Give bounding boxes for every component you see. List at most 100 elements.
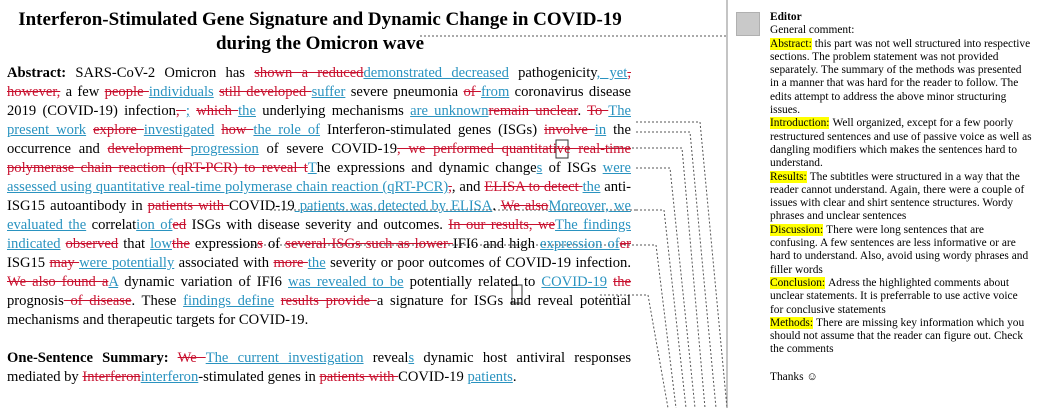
- comment: Editor General comment: Abstract: this pa…: [770, 11, 1032, 384]
- text-run: he expressions and dynamic change: [316, 160, 537, 176]
- comment-label: Results:: [770, 170, 807, 183]
- inserted-text: COVID-19: [541, 274, 608, 290]
- text-run: COVID-19: [398, 369, 468, 385]
- deleted-text: involve: [544, 122, 595, 138]
- comment-intro: General comment:: [770, 24, 855, 37]
- avatar: [736, 12, 760, 36]
- inserted-text: ion of: [136, 217, 173, 233]
- deleted-text: more: [273, 255, 308, 271]
- text-run: pathogenicity: [508, 65, 597, 81]
- deleted-text: ed: [172, 217, 187, 233]
- inserted-text: The current investigation: [205, 350, 364, 366]
- deleted-text: explore: [93, 122, 144, 138]
- inserted-text: are unknown: [410, 103, 489, 119]
- deleted-text: observed: [65, 236, 119, 252]
- deleted-text: Interferon: [82, 369, 141, 385]
- text-run: associated with: [174, 255, 274, 271]
- text-run: ISG15: [7, 255, 50, 271]
- text-run: severe pneumonia: [345, 84, 464, 100]
- comment-label: Discussion:: [770, 223, 824, 236]
- inserted-text: low: [150, 236, 172, 252]
- deleted-text: which: [196, 103, 239, 119]
- deleted-text: , we performed quantitative real-time po…: [7, 141, 631, 176]
- deleted-text: the: [172, 236, 190, 252]
- deleted-text: ,: [627, 65, 631, 81]
- inserted-text: the: [582, 179, 601, 195]
- comment-text: There are missing key information which …: [770, 316, 1025, 356]
- text-run: the occurrence and: [7, 122, 631, 157]
- text-run: Interferon-stimulated genes (ISGs): [320, 122, 545, 138]
- summary: One-Sentence Summary: We The current inv…: [7, 349, 631, 387]
- inserted-text: Moreover, we evaluated the: [7, 198, 631, 233]
- deleted-text: ELISA to detect: [484, 179, 583, 195]
- inserted-text: T: [307, 160, 317, 176]
- text-run: of severe COVID-19: [258, 141, 398, 157]
- comment-item: Abstract: this part was not well structur…: [770, 37, 1032, 118]
- abstract: Abstract: SARS-CoV-2 Omicron has shown a…: [7, 64, 631, 330]
- deleted-text: We: [177, 350, 206, 366]
- deleted-text: In our results, we: [448, 217, 556, 233]
- text-run: [169, 350, 178, 366]
- inserted-text: findings define: [183, 293, 275, 309]
- comment-item: Conclusion: Adress the highlighted commen…: [770, 276, 1032, 317]
- text-run: IFI6 and high: [452, 236, 541, 252]
- text-run: anti-ISG15 autoantibody in: [7, 179, 631, 214]
- text-run: reveal: [363, 350, 409, 366]
- text-run: that: [118, 236, 151, 252]
- deleted-text: ,: [175, 103, 186, 119]
- inserted-text: patients was detected by ELISA: [294, 198, 493, 214]
- comment-label: Conclusion:: [770, 276, 826, 289]
- text-run: expression: [189, 236, 258, 252]
- bold-text: Abstract:: [7, 65, 67, 81]
- text-run: coronavirus disease 2019 (COVID-19) infe…: [7, 84, 631, 119]
- inserted-text: patients: [467, 369, 513, 385]
- text-run: .: [512, 369, 517, 385]
- inserted-text: the role of: [253, 122, 321, 138]
- inserted-text: suffer: [311, 84, 346, 100]
- bold-text: One-Sentence Summary:: [7, 350, 169, 366]
- comment-label: Abstract:: [770, 37, 812, 50]
- text-run: ISGs with disease severity and outcomes.: [186, 217, 449, 233]
- deleted-text: To: [587, 103, 609, 119]
- inserted-text: progression: [190, 141, 259, 157]
- inserted-text: s: [536, 160, 543, 176]
- text-run: COVID-19: [229, 198, 295, 214]
- title-line: during the Omicron wave: [215, 33, 425, 54]
- inserted-text: , yet: [596, 65, 628, 81]
- text-run: a few: [60, 84, 105, 100]
- deleted-text: development: [107, 141, 191, 157]
- text-run: .: [577, 103, 588, 119]
- deleted-text: still developed: [219, 84, 312, 100]
- comment-author: Editor: [770, 11, 802, 23]
- document-title: Interferon-Stimulated Gene Signature and…: [0, 8, 640, 56]
- inserted-text: from: [480, 84, 510, 100]
- text-run: a signature for ISGs and reveal potentia…: [7, 293, 631, 328]
- inserted-text: s: [408, 350, 415, 366]
- deleted-text: of disease: [63, 293, 132, 309]
- deleted-text: of: [463, 84, 481, 100]
- deleted-text: s: [257, 236, 263, 252]
- comment-item: Results: The subtitles were structured in…: [770, 170, 1032, 224]
- deleted-text: shown a reduced: [254, 65, 364, 81]
- comment-text: The subtitles were structured in a way t…: [770, 170, 1025, 223]
- text-run: of ISGs: [542, 160, 603, 176]
- inserted-text: in: [594, 122, 607, 138]
- text-run: , and: [451, 179, 485, 195]
- text-run: dynamic host antiviral responses mediate…: [7, 350, 632, 385]
- text-run: of: [262, 236, 286, 252]
- inserted-text: the: [307, 255, 326, 271]
- inserted-text: ;: [185, 103, 190, 119]
- comment-text: Well organized, except for a few poorly …: [770, 117, 1032, 170]
- deleted-text: remain unclear: [488, 103, 578, 119]
- deleted-text: We also found a: [7, 274, 109, 290]
- inserted-text: demonstrated decreased: [363, 65, 509, 81]
- deleted-text: patients with: [147, 198, 230, 214]
- deleted-text: how: [221, 122, 254, 138]
- deleted-text: people: [104, 84, 149, 100]
- deleted-text: patients with: [319, 369, 399, 385]
- inserted-text: The findings indicated: [7, 217, 631, 252]
- text-run: prognosis: [7, 293, 64, 309]
- deleted-text: several ISGs such as lower: [285, 236, 453, 252]
